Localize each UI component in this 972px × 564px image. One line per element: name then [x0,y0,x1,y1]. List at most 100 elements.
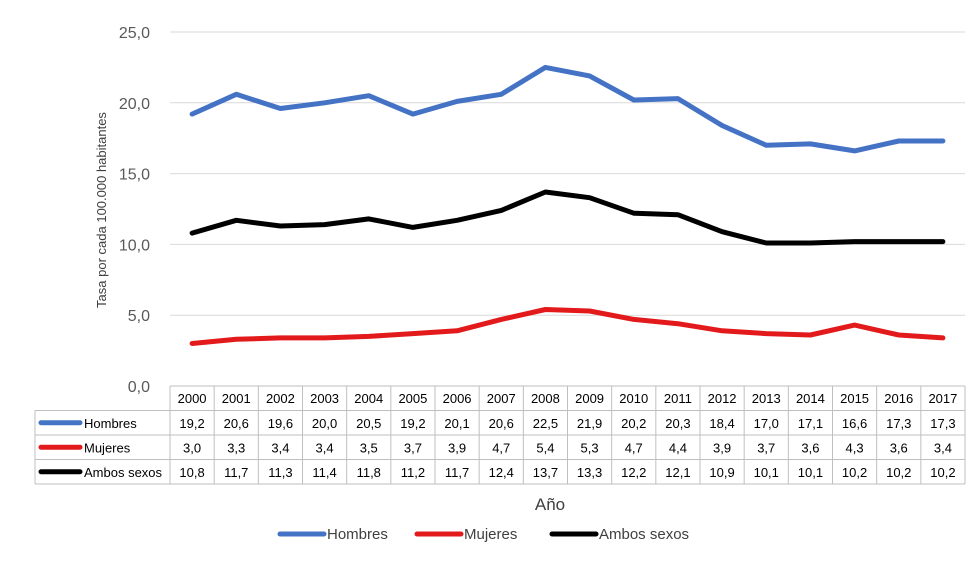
table-series-name: Mujeres [84,440,131,455]
x-tick-label: 2005 [398,391,427,406]
data-label: 3,7 [757,440,775,455]
data-label: 20,3 [665,416,690,431]
data-point [323,223,327,227]
data-label: 3,0 [183,440,201,455]
x-tick-label: 2013 [752,391,781,406]
x-tick-label: 2008 [531,391,560,406]
data-label: 20,5 [356,416,381,431]
data-point [367,94,371,98]
data-label: 3,4 [271,440,289,455]
series-line-hombres [189,64,946,154]
table-series-name: Ambos sexos [84,465,163,480]
data-label: 19,2 [400,416,425,431]
data-label: 17,0 [754,416,779,431]
data-label: 20,0 [312,416,337,431]
x-tick-label: 2009 [575,391,604,406]
data-label: 20,2 [621,416,646,431]
x-tick-label: 2017 [928,391,957,406]
data-label: 3,4 [316,440,334,455]
data-label: 3,3 [227,440,245,455]
series-lines [189,64,946,346]
data-label: 3,6 [890,440,908,455]
y-tick-label: 10,0 [119,237,150,254]
data-point [853,323,857,327]
data-label: 18,4 [709,416,734,431]
data-point [278,106,282,110]
data-point [234,337,238,341]
data-point [543,308,547,312]
data-label: 13,3 [577,465,602,480]
y-tick-label: 25,0 [119,25,150,42]
data-point [323,336,327,340]
data-label: 11,7 [224,465,248,480]
x-tick-label: 2000 [178,391,207,406]
data-point [411,225,415,229]
data-label: 11,7 [445,465,469,480]
data-point [367,217,371,221]
x-tick-label: 2011 [664,391,692,406]
data-point [941,139,945,143]
data-point [411,332,415,336]
legend-label: Hombres [327,526,388,543]
data-label: 17,3 [930,416,955,431]
data-label: 11,4 [312,465,336,480]
data-label: 13,7 [533,465,558,480]
legend: Hombres Mujeres Ambos sexos [277,526,689,543]
data-point [897,139,901,143]
data-point [808,333,812,337]
data-point [720,123,724,127]
x-axis-label: Año [535,495,565,514]
x-tick-label: 2012 [708,391,737,406]
data-point [499,92,503,96]
data-label: 16,6 [842,416,867,431]
data-label: 4,3 [846,440,864,455]
data-label: 3,9 [713,440,731,455]
data-label: 12,1 [665,465,690,480]
data-point [720,230,724,234]
table-series-name: Hombres [84,416,137,431]
y-tick-label: 0,0 [128,379,150,396]
data-point [455,329,459,333]
data-point [278,224,282,228]
data-point [190,112,194,116]
y-axis-label: Tasa por cada 100.000 habitantes [94,112,109,308]
y-tick-label: 15,0 [119,167,150,184]
data-point [676,213,680,217]
data-label: 3,7 [404,440,422,455]
data-point [764,143,768,147]
data-label: 3,4 [934,440,952,455]
data-label: 22,5 [533,416,558,431]
x-tick-label: 2007 [487,391,516,406]
x-tick-label: 2001 [222,391,251,406]
data-point [676,322,680,326]
data-point [853,240,857,244]
data-label: 17,3 [886,416,911,431]
x-tick-label: 2015 [840,391,869,406]
data-label: 5,4 [536,440,554,455]
data-point [632,98,636,102]
data-label: 5,3 [581,440,599,455]
data-point [455,99,459,103]
x-tick-label: 2003 [310,391,339,406]
data-point [234,218,238,222]
legend-label: Mujeres [464,526,517,543]
data-point [588,196,592,200]
data-point [764,241,768,245]
data-point [764,332,768,336]
data-label: 20,6 [224,416,249,431]
data-point [941,336,945,340]
data-label: 3,9 [448,440,466,455]
data-point [588,309,592,313]
data-point [367,334,371,338]
data-label: 4,7 [492,440,510,455]
data-label: 12,4 [489,465,514,480]
data-label: 20,1 [444,416,469,431]
x-tick-label: 2016 [884,391,913,406]
data-point [853,149,857,153]
data-point [632,211,636,215]
data-label: 12,2 [621,465,646,480]
data-label: 10,9 [709,465,734,480]
y-axis-ticks: 0,0 5,0 10,0 15,0 20,0 25,0 [119,25,150,396]
data-label: 19,6 [268,416,293,431]
